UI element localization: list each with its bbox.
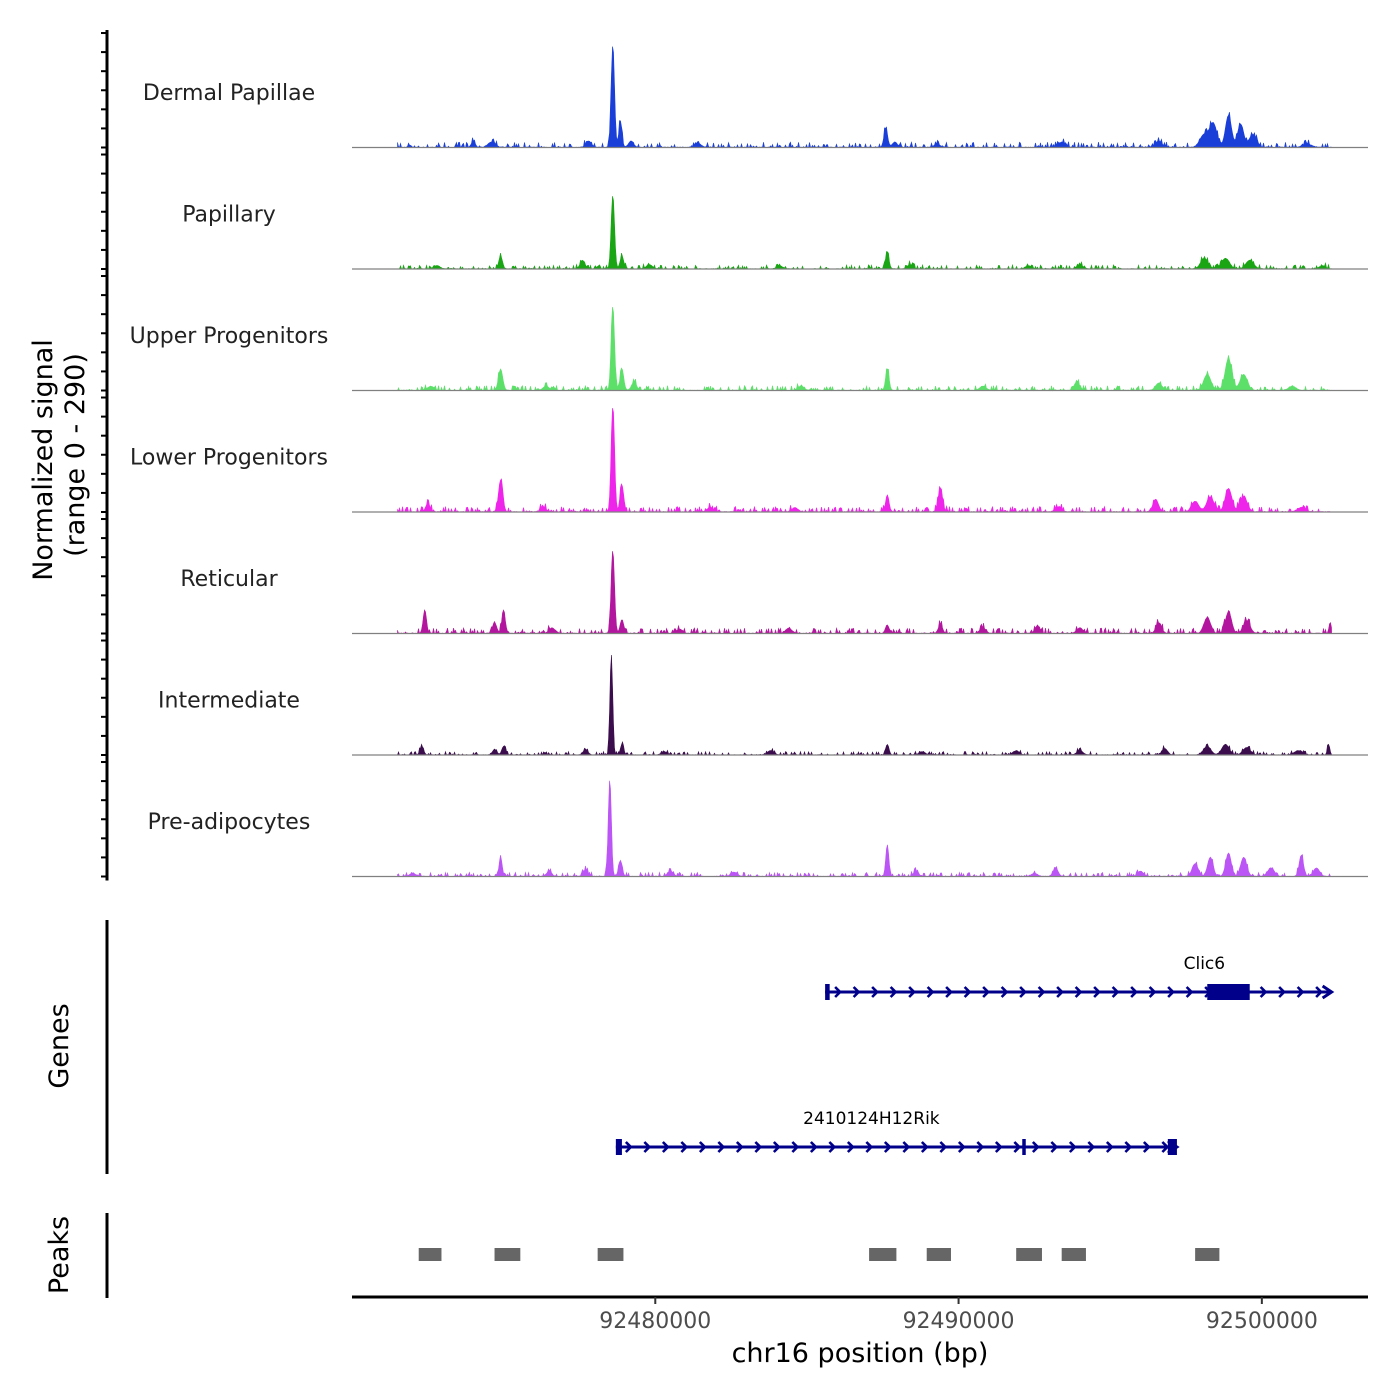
strand-chevron [1105,1141,1114,1153]
strand-chevron [1185,986,1194,998]
strand-chevron [865,1141,874,1153]
peak-region [1016,1248,1042,1261]
strand-chevron [717,1141,726,1153]
strand-chevron [1124,1141,1133,1153]
strand-chevron [1142,1141,1151,1153]
strand-chevron [957,1141,966,1153]
peak-region [869,1248,897,1261]
strand-chevron [982,986,990,998]
strand-chevron [1130,986,1138,998]
peak-region [1061,1248,1086,1261]
track-label: Dermal Papillae [143,81,315,106]
track-label: Pre-adipocytes [148,810,311,835]
strand-chevron [834,986,842,998]
genes-track-title: Genes [44,1003,75,1088]
strand-chevron [871,986,879,998]
strand-chevron [883,1141,892,1153]
strand-chevron [920,1141,929,1153]
gene-exon [615,1139,622,1155]
strand-chevron [1050,1141,1059,1153]
strand-chevron [1148,986,1157,998]
strand-chevron [1031,1141,1040,1153]
strand-chevron [1074,986,1083,998]
strand-chevron [1019,986,1027,998]
track-label: Upper Progenitors [130,324,329,349]
strand-chevron [939,1141,948,1153]
peak-track [105,1213,1220,1298]
strand-chevron [1056,986,1064,998]
track-label: Reticular [180,567,278,592]
strand-chevron [908,986,916,998]
signal-area [397,654,1332,756]
strand-chevron [976,1141,985,1153]
strand-chevron [809,1141,818,1153]
x-axis: 92480000 92490000 92500000 [352,1295,1368,1334]
peak-region [494,1248,521,1261]
signal-tracks [101,30,1368,881]
gene-label: Clic6 [1184,954,1225,974]
strand-chevron [1278,986,1286,998]
strand-chevron [1111,986,1120,998]
signal-area [397,551,1332,635]
strand-chevron [846,1141,855,1153]
strand-chevron [1068,1141,1077,1153]
y-axis-title-line1: Normalized signal [28,339,59,581]
y-axis-title-line2: (range 0 - 290) [60,353,91,557]
signal-area [397,196,1333,271]
peak-region [418,1248,442,1261]
signal-area [397,408,1333,514]
strand-chevron [661,1141,670,1153]
track-label: Papillary [182,203,276,228]
strand-chevron [1093,986,1101,998]
strand-chevron [1087,1141,1096,1153]
strand-chevron [754,1141,763,1153]
peaks-track-title: Peaks [44,1216,75,1294]
gene-exon [825,984,830,1000]
x-axis-title: chr16 position (bp) [732,1338,989,1369]
strand-chevron [828,1141,837,1153]
strand-chevron [1037,986,1046,998]
strand-chevron [791,1141,800,1153]
strand-chevron [963,986,972,998]
x-tick-label: 92500000 [1206,1309,1318,1334]
peak-region [1195,1248,1220,1261]
x-tick-label: 92490000 [903,1309,1015,1334]
strand-chevron [1296,986,1305,998]
track-label: Intermediate [158,689,300,714]
strand-chevron [902,1141,911,1153]
signal-area [397,306,1333,392]
strand-chevron [889,986,898,998]
strand-chevron [735,1141,744,1153]
strand-arrow [1321,984,1335,1000]
signal-area [397,46,1332,149]
peak-region [597,1248,624,1261]
strand-chevron [1259,986,1268,998]
gene-exon [1022,1139,1026,1155]
strand-chevron [772,1141,781,1153]
gene-track: Clic6 2410124H12Rik [105,920,1335,1174]
strand-chevron [680,1141,689,1153]
strand-chevron [698,1141,707,1153]
peak-region [926,1248,951,1261]
strand-chevron [1161,1141,1170,1153]
signal-area [397,780,1333,878]
strand-chevron [1013,1141,1022,1153]
track-labels: Dermal Papillae Papillary Upper Progenitor… [130,81,329,835]
strand-chevron [994,1141,1003,1153]
strand-chevron [926,986,935,998]
strand-chevron [624,1141,633,1153]
strand-chevron [1167,986,1175,998]
strand-chevron [1000,986,1009,998]
gene-label: 2410124H12Rik [803,1109,940,1129]
strand-chevron [945,986,953,998]
strand-chevron [852,986,861,998]
strand-chevron [643,1141,652,1153]
strand-chevron [1315,986,1323,998]
gene-exon [1167,1139,1177,1155]
x-tick-label: 92480000 [599,1309,711,1334]
gene-exon [1207,984,1250,1000]
track-label: Lower Progenitors [130,446,328,471]
